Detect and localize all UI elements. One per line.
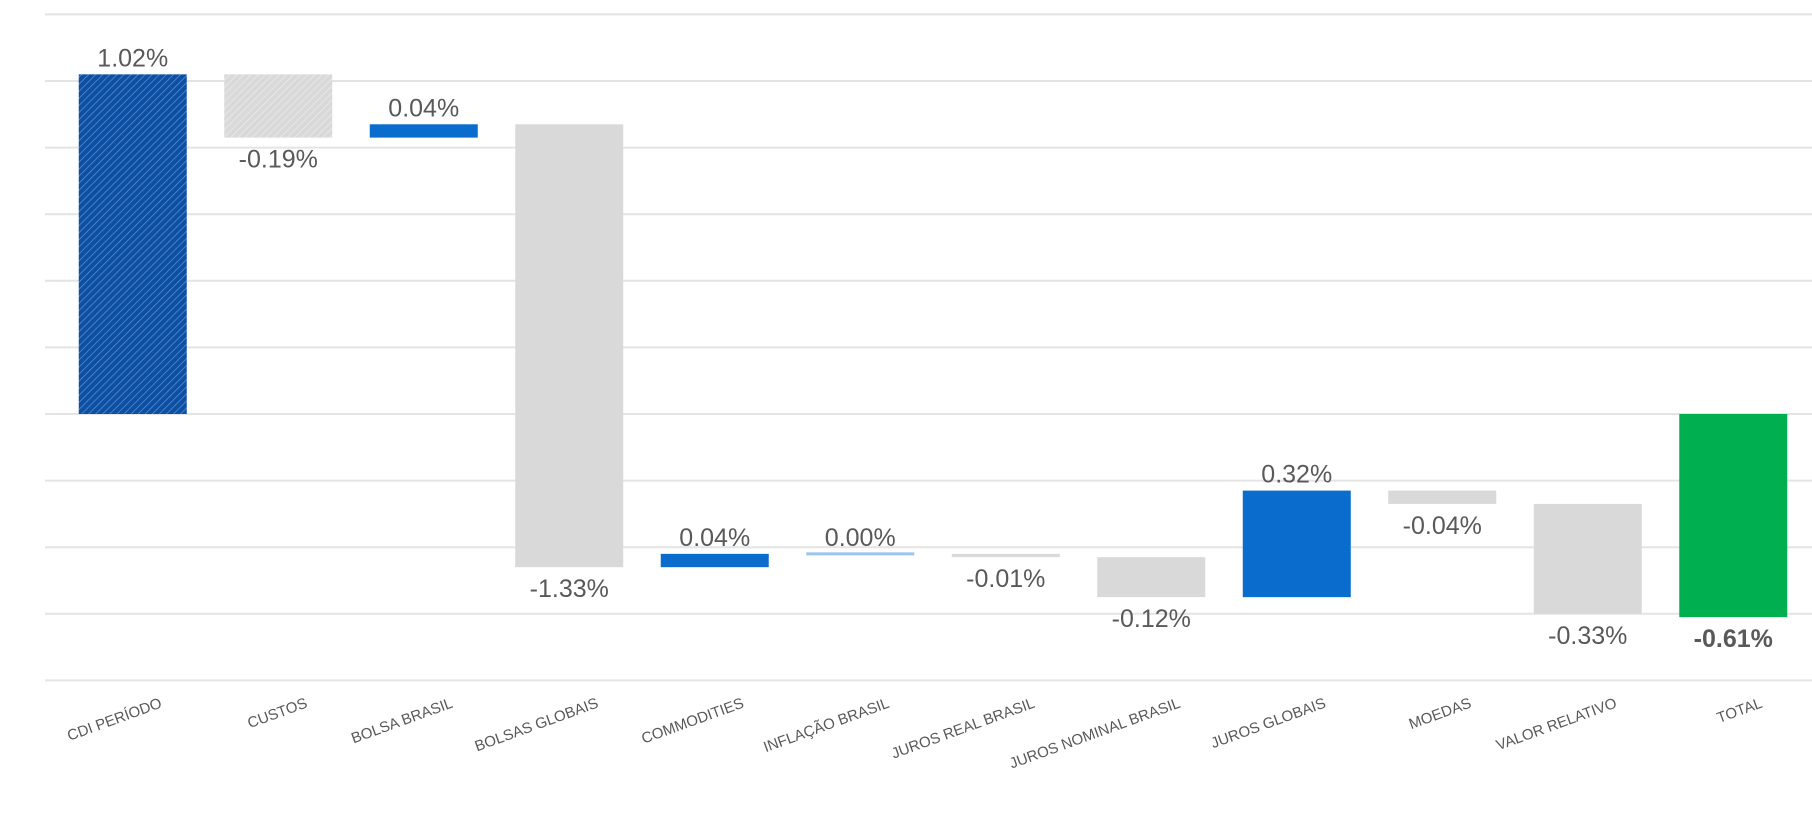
category-label: INFLAÇÃO BRASIL (761, 695, 891, 756)
gridlines (45, 13, 1812, 682)
data-label: 0.32% (1261, 461, 1332, 489)
category-label: VALOR RELATIVO (1494, 695, 1619, 754)
category-label: CUSTOS (245, 695, 309, 732)
bar-custos (224, 74, 333, 138)
bars (78, 74, 1788, 618)
bar-bolsas-globais (515, 124, 624, 568)
category-label: JUROS REAL BRASIL (889, 695, 1037, 763)
data-label: -1.33% (530, 575, 609, 603)
data-label: -0.61% (1694, 625, 1773, 653)
bar-valor-relativo (1533, 503, 1642, 614)
category-label: MOEDAS (1407, 695, 1474, 733)
category-label: BOLSAS GLOBAIS (473, 695, 601, 755)
category-label: JUROS GLOBAIS (1209, 695, 1328, 752)
category-label: COMMODITIES (639, 695, 746, 748)
category-label: CDI PERÍODO (65, 695, 164, 745)
data-label: -0.04% (1403, 512, 1482, 540)
data-label: 0.04% (679, 524, 750, 552)
data-label: -0.01% (966, 565, 1045, 593)
bar-juros-globais (1242, 490, 1351, 598)
category-label: TOTAL (1715, 695, 1765, 727)
data-label: 0.00% (825, 524, 896, 552)
data-label: -0.33% (1548, 622, 1627, 650)
bar-cdi-per-odo (78, 74, 187, 414)
data-label: -0.12% (1112, 605, 1191, 633)
data-label: 0.04% (388, 94, 459, 122)
bar-infla-o-brasil (806, 552, 915, 556)
category-labels: CDI PERÍODO CUSTOS BOLSA BRASIL BOLSAS GLOB… (65, 695, 1765, 773)
bar-moedas (1388, 490, 1497, 504)
bar-commodities (660, 553, 769, 568)
data-labels: 1.02% -0.19% 0.04% -1.33% 0.04% 0.00% -0.01% -0… (97, 44, 1773, 653)
bar-juros-real-brasil (951, 553, 1060, 558)
category-label: BOLSA BRASIL (349, 695, 455, 747)
bar-total (1679, 414, 1788, 618)
data-label: 1.02% (97, 44, 168, 72)
bar-juros-nominal-brasil (1097, 557, 1206, 598)
bar-bolsa-brasil (369, 124, 478, 138)
data-label: -0.19% (239, 146, 318, 174)
